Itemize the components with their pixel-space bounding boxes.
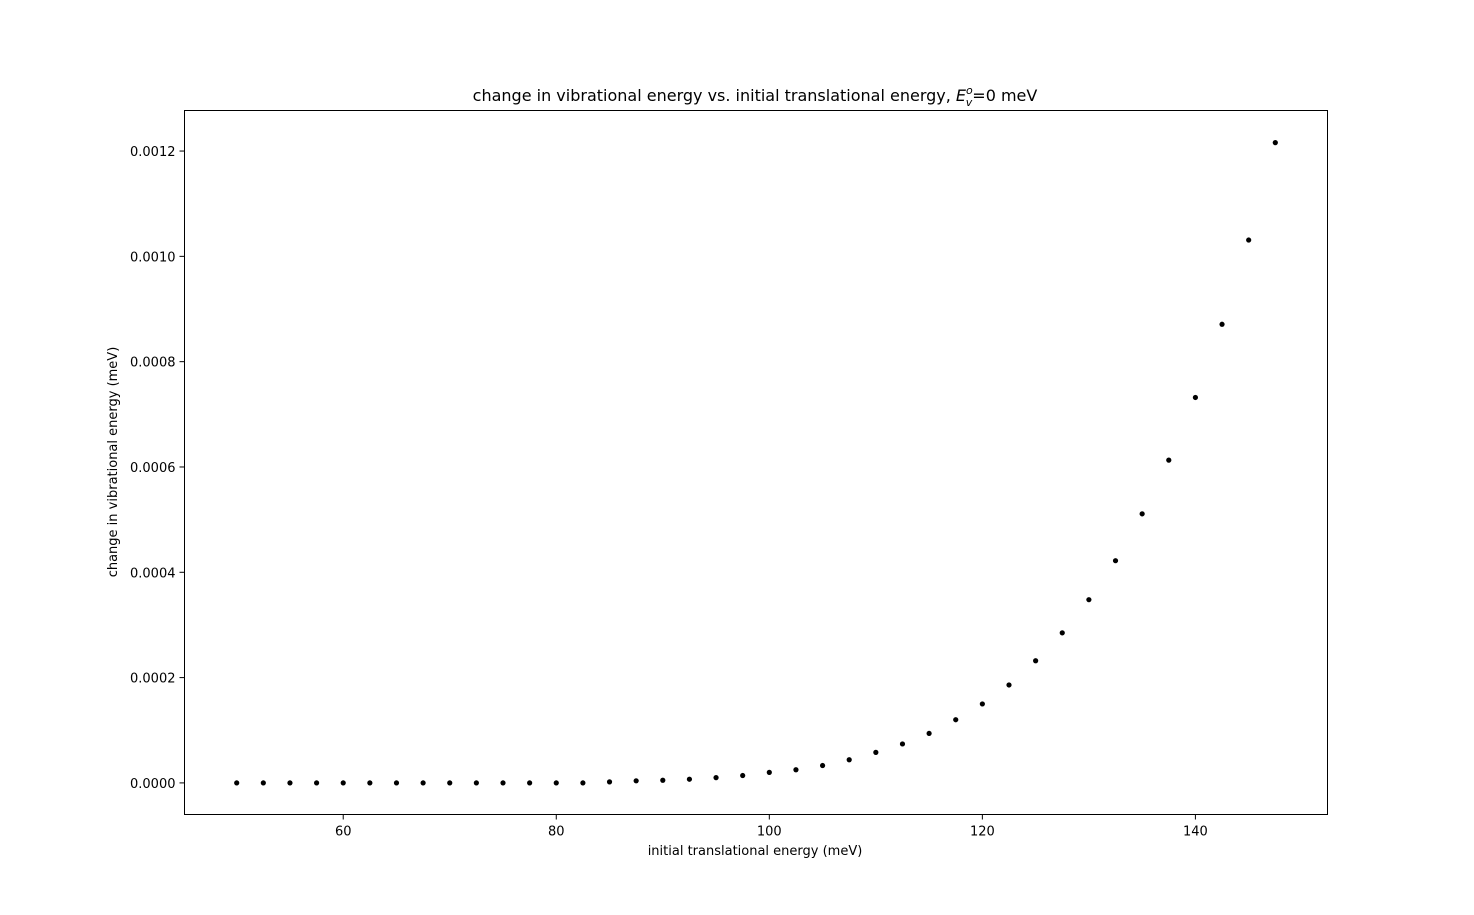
data-point	[447, 780, 453, 786]
data-point	[313, 780, 320, 786]
data-point	[713, 775, 719, 781]
data-point	[1246, 237, 1252, 243]
y-tick-label: 0.0006	[130, 461, 176, 476]
x-tick-label: 140	[1183, 825, 1208, 840]
data-point	[1086, 597, 1092, 603]
x-axis-label: initial translational energy (meV)	[648, 844, 863, 859]
data-point	[1033, 658, 1039, 664]
chart-title-symbol: E	[956, 86, 967, 105]
y-tick-label: 0.0000	[130, 777, 176, 792]
data-point	[367, 780, 373, 786]
data-point	[553, 780, 559, 786]
x-tick-label: 80	[548, 825, 565, 840]
data-point	[686, 776, 693, 782]
data-point	[1192, 394, 1199, 401]
y-axis: 0.0000 0.0002 0.0004 0.0006 0.0008 0.0010 0.00…	[130, 145, 185, 792]
data-point	[1139, 511, 1145, 517]
plot-frame	[184, 110, 1328, 815]
data-point	[926, 730, 932, 737]
data-point	[819, 762, 826, 769]
data-point	[873, 749, 879, 755]
chart-title-subscript: v	[966, 96, 973, 109]
data-point	[846, 757, 852, 763]
data-point	[1112, 558, 1119, 564]
data-point	[979, 701, 985, 707]
chart-title-tail: =0 meV	[972, 86, 1037, 105]
data-point	[420, 780, 426, 786]
data-point	[660, 777, 666, 783]
data-point	[1006, 682, 1012, 688]
y-tick-label: 0.0004	[130, 566, 176, 581]
data-point	[953, 717, 959, 723]
data-point	[580, 780, 586, 786]
data-point	[1272, 140, 1278, 146]
data-point	[234, 780, 240, 786]
data-point	[1219, 321, 1225, 327]
data-point	[1166, 457, 1172, 463]
data-point	[740, 772, 746, 779]
chart-title: change in vibrational energy vs. initial…	[473, 84, 1038, 109]
data-point	[473, 780, 479, 786]
data-point	[527, 780, 533, 786]
data-point	[500, 780, 506, 786]
data-point	[340, 780, 346, 786]
x-tick-label: 100	[757, 825, 782, 840]
data-point	[766, 769, 772, 775]
y-axis-label: change in vibrational energy (meV)	[106, 347, 121, 578]
data-point	[260, 780, 266, 786]
data-point	[633, 778, 639, 784]
data-series	[234, 140, 1278, 786]
x-tick-label: 60	[335, 825, 352, 840]
y-tick-label: 0.0008	[130, 356, 176, 371]
y-tick-label: 0.0012	[130, 145, 176, 160]
x-axis: 60 80 100 120 140	[335, 814, 1208, 840]
data-point	[606, 779, 613, 785]
data-point	[899, 741, 906, 747]
data-point	[287, 780, 293, 786]
data-point	[393, 780, 400, 786]
chart-title-superscript: o	[966, 84, 973, 97]
y-tick-label: 0.0002	[130, 672, 176, 687]
y-tick-label: 0.0010	[130, 250, 176, 265]
chart-title-main: change in vibrational energy vs. initial…	[473, 86, 956, 105]
data-point	[1059, 630, 1065, 636]
x-tick-label: 120	[970, 825, 995, 840]
data-point	[793, 767, 799, 773]
